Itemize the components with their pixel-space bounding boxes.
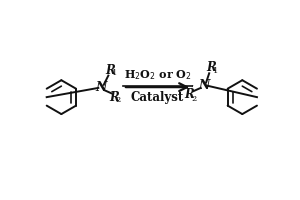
Text: R: R bbox=[206, 61, 216, 74]
Text: N: N bbox=[198, 79, 209, 92]
Text: H$_2$O$_2$ or O$_2$: H$_2$O$_2$ or O$_2$ bbox=[124, 69, 191, 82]
Text: 1: 1 bbox=[112, 69, 117, 77]
Text: 2: 2 bbox=[191, 95, 196, 103]
Text: ’: ’ bbox=[191, 85, 194, 94]
Text: R: R bbox=[184, 88, 194, 101]
Text: 2: 2 bbox=[116, 96, 121, 104]
Text: N: N bbox=[96, 81, 107, 94]
Text: Catalyst: Catalyst bbox=[131, 91, 184, 104]
Text: R: R bbox=[109, 91, 118, 104]
Text: R: R bbox=[105, 64, 115, 77]
Text: 1: 1 bbox=[213, 67, 218, 75]
